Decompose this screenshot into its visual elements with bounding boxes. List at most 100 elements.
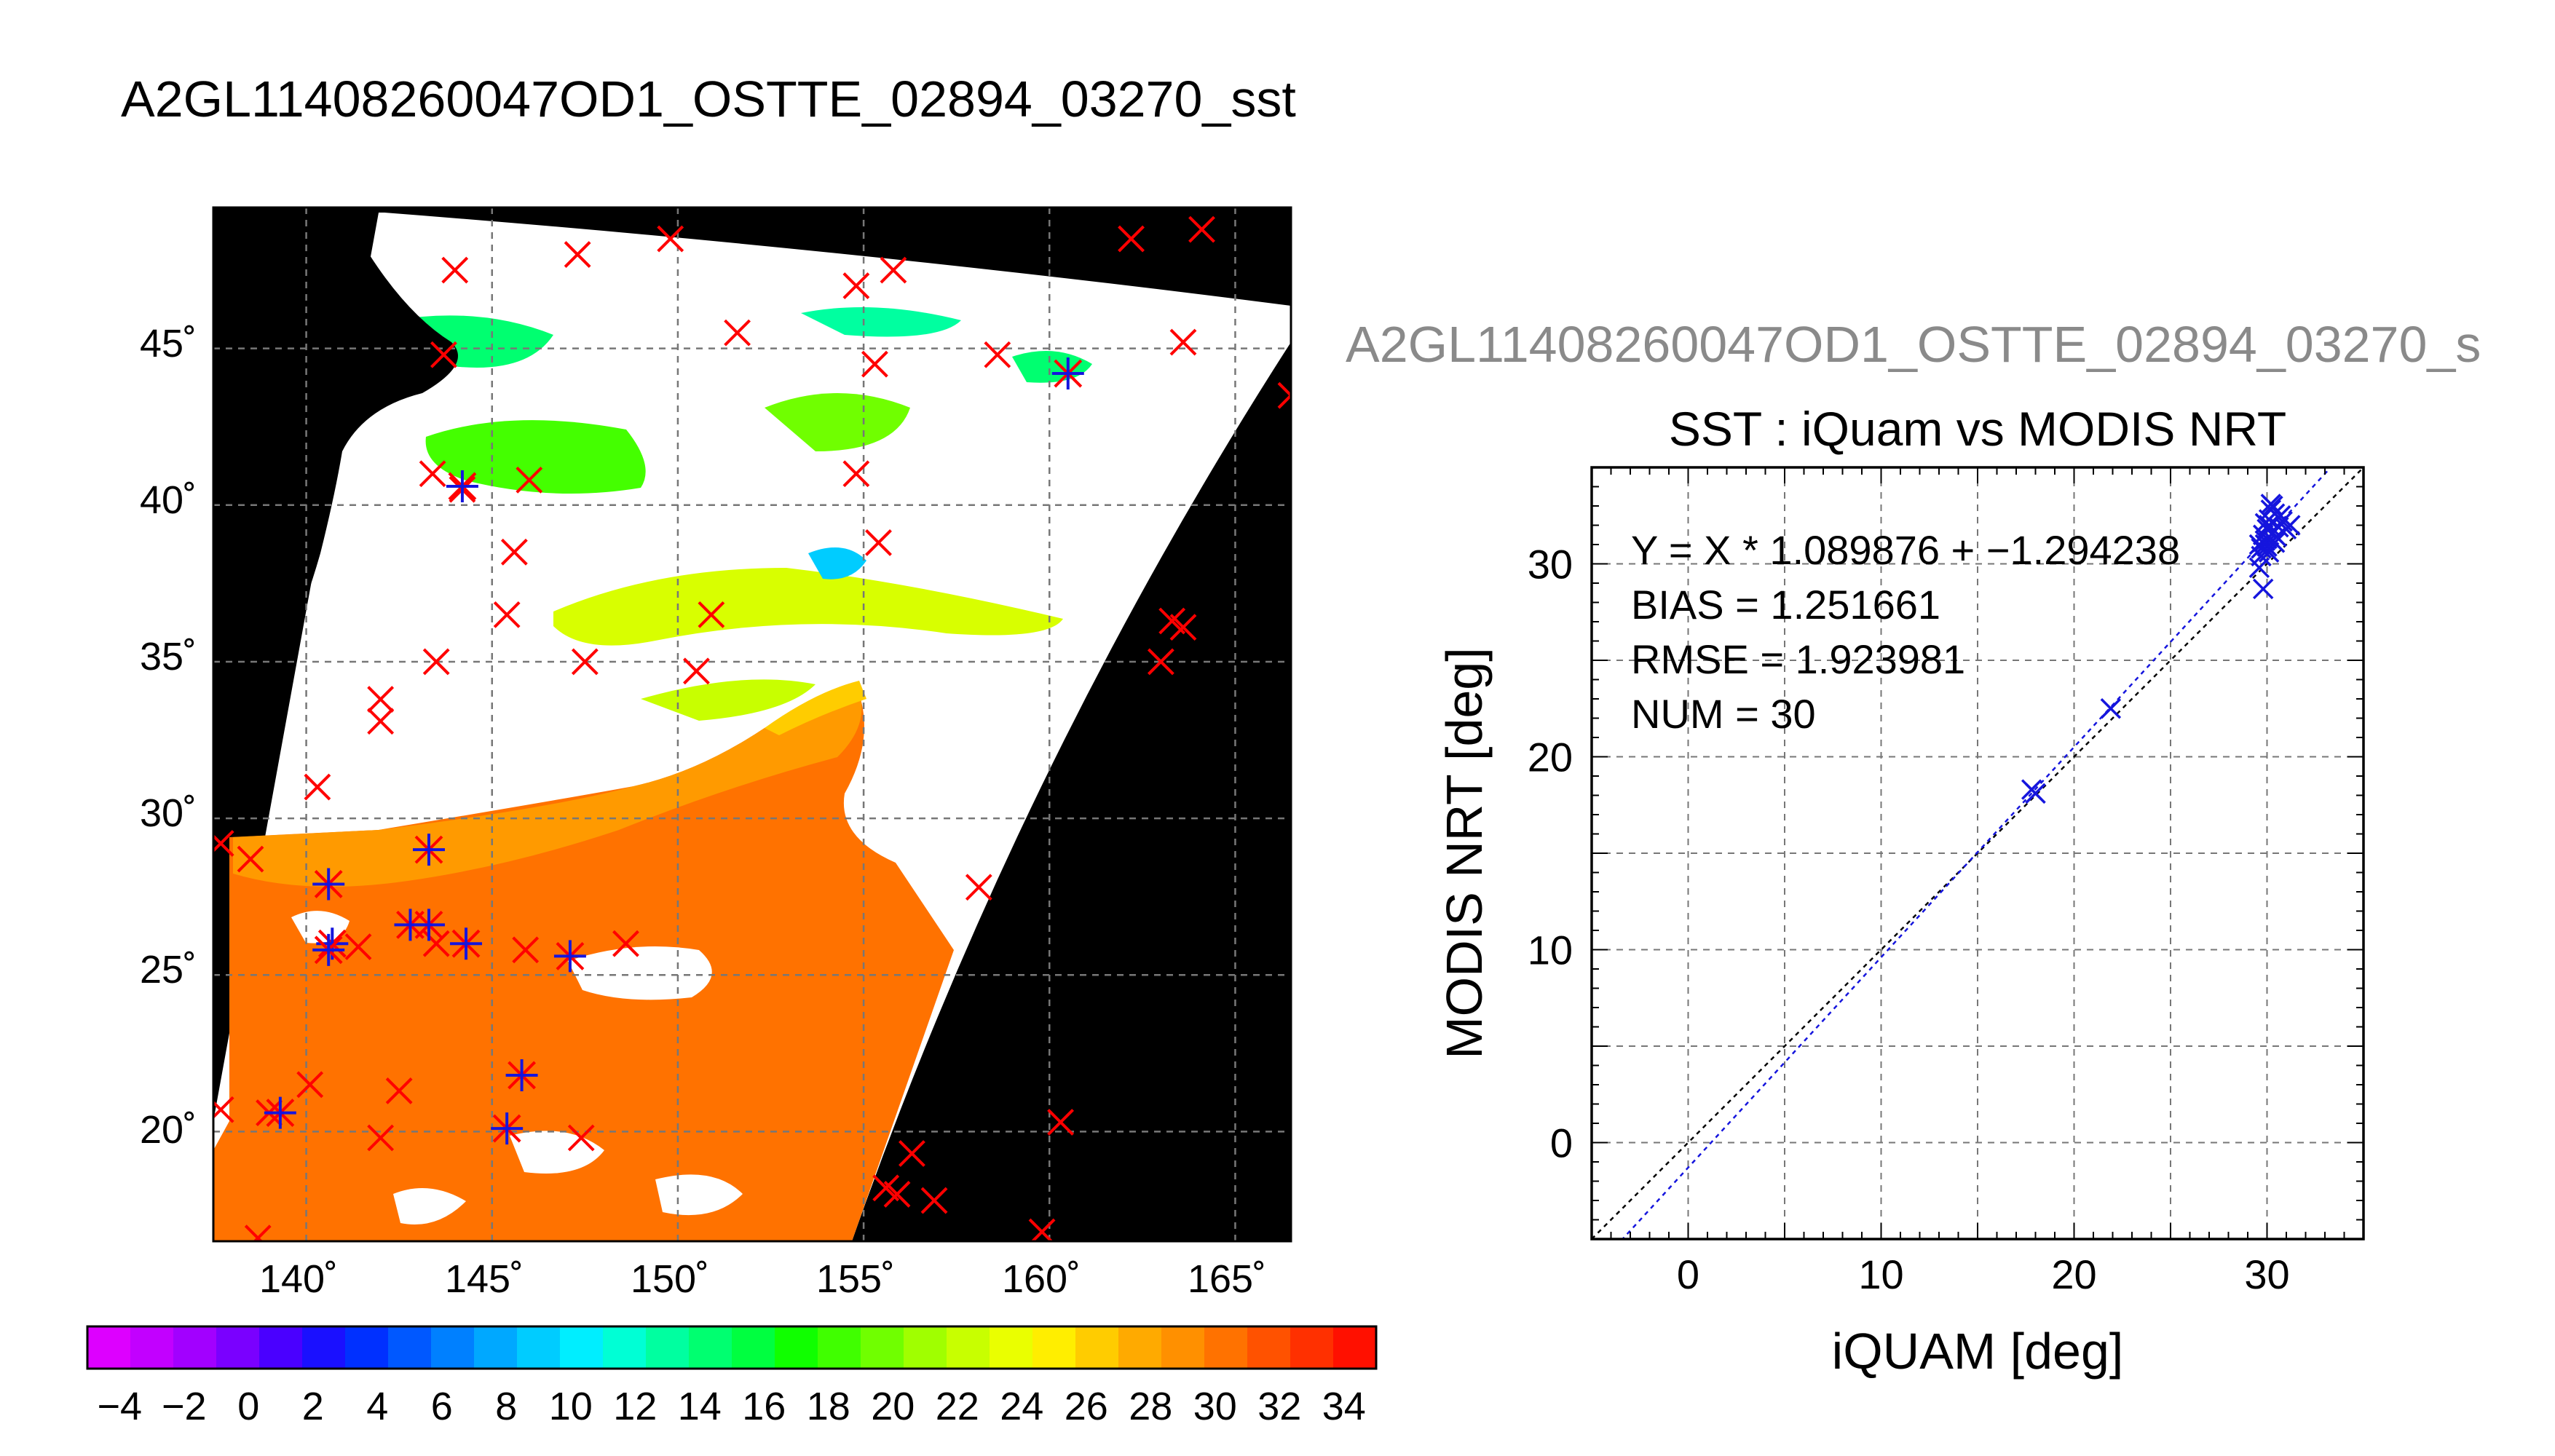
scatter-point	[2100, 698, 2122, 719]
map-marker-x	[296, 1071, 324, 1099]
map-marker-x	[441, 256, 469, 284]
colorbar-segment	[302, 1326, 346, 1369]
colorbar-label: 14	[678, 1385, 722, 1428]
colorbar-label: 26	[1065, 1385, 1108, 1428]
map-marker-star	[264, 1096, 296, 1129]
bias-value: BIAS = 1.251661	[1631, 582, 1940, 628]
map-marker-x	[419, 460, 446, 488]
colorbar-segment	[130, 1326, 174, 1369]
map-frame	[212, 206, 1292, 1243]
colorbar: −4 −2 0 2 4 6 8 10 12 14 16 18 20 22 24 26 28 30 32 34	[86, 1325, 1378, 1428]
map-marker-x	[244, 1224, 272, 1241]
sst-field-green	[425, 420, 646, 494]
scatter-title: SST : iQuam vs MODIS NRT	[1669, 402, 2286, 456]
rmse-value: RMSE = 1.923981	[1631, 636, 1965, 682]
colorbar-segment	[259, 1326, 303, 1369]
map-marker-x	[237, 845, 264, 873]
scatter-points	[2021, 494, 2301, 804]
map-marker-star	[450, 927, 483, 960]
colorbar-segment	[1204, 1326, 1248, 1369]
map-marker-x	[1047, 1109, 1075, 1136]
sst-field-yellow-band	[765, 681, 866, 735]
colorbar-segment	[560, 1326, 604, 1369]
map-marker-x	[920, 1187, 948, 1214]
sst-field-yellow	[553, 568, 1063, 646]
map-marker-x	[880, 256, 907, 284]
map-marker-x	[1188, 215, 1215, 243]
scatter-xtick-label: 30	[2244, 1251, 2289, 1297]
map-marker-x	[1169, 328, 1197, 356]
colorbar-segment	[1290, 1326, 1334, 1369]
map-lon-tick-label: 160˚	[1002, 1257, 1081, 1301]
scatter-point	[2260, 494, 2282, 515]
colorbar-segment	[990, 1326, 1033, 1369]
sst-field-warm-north	[233, 684, 862, 887]
map-marker-x	[861, 350, 888, 378]
map-marker-x	[385, 1077, 413, 1104]
map-marker-x	[367, 708, 395, 735]
map-marker-x	[500, 538, 528, 566]
colorbar-segment	[216, 1326, 260, 1369]
colorbar-segment	[775, 1326, 818, 1369]
scatter-grid	[1592, 467, 2364, 1239]
colorbar-segment	[732, 1326, 775, 1369]
scatter-point	[2258, 542, 2280, 563]
map-marker-x	[1169, 614, 1197, 641]
map-marker-x	[683, 657, 710, 685]
map-marker-x	[1028, 1218, 1056, 1241]
scatter-ytick-label: 30	[1528, 542, 1573, 587]
colorbar-segment	[1247, 1326, 1291, 1369]
map-markers-red	[213, 215, 1291, 1241]
cloud-patch	[568, 946, 712, 1000]
map-marker-x	[842, 272, 870, 299]
scatter-point	[2280, 515, 2301, 536]
fit-line	[1621, 467, 2332, 1239]
colorbar-segment	[1032, 1326, 1076, 1369]
map-lat-tick-label: 25˚	[140, 948, 197, 992]
map-lon-tick-label: 165˚	[1188, 1257, 1266, 1301]
map-lat-tick-label: 30˚	[140, 791, 197, 835]
map-marker-x	[430, 341, 457, 368]
scatter-xtick-label: 0	[1677, 1251, 1699, 1297]
scatter-point	[2025, 783, 2046, 804]
colorbar-label: 2	[302, 1385, 324, 1428]
map-lon-tick-label: 140˚	[259, 1257, 338, 1301]
scatter-xlabel: iQUAM [deg]	[1832, 1323, 2124, 1380]
sst-field-green	[801, 307, 961, 337]
colorbar-segment	[861, 1326, 904, 1369]
colorbar-segment	[431, 1326, 475, 1369]
colorbar-label: 16	[742, 1385, 786, 1428]
colorbar-segment	[1333, 1326, 1377, 1369]
cloud-patch	[510, 1131, 604, 1174]
colorbar-segments	[87, 1326, 1377, 1369]
map-marker-x	[512, 936, 540, 964]
map-grid-lat	[213, 347, 1291, 1133]
colorbar-label: 20	[871, 1385, 915, 1428]
colorbar-segment	[646, 1326, 690, 1369]
scatter-point	[2252, 578, 2274, 600]
colorbar-segment	[474, 1326, 518, 1369]
scatter-point	[2254, 513, 2276, 534]
scatter-ytick-label: 0	[1550, 1120, 1573, 1166]
colorbar-label: 12	[613, 1385, 657, 1428]
map-lat-tick-label: 20˚	[140, 1108, 197, 1152]
map-marker-star	[491, 1112, 524, 1145]
colorbar-frame	[86, 1325, 1378, 1370]
map-lon-tick-label: 155˚	[816, 1257, 895, 1301]
colorbar-label: 22	[936, 1385, 979, 1428]
sst-field-green	[765, 393, 910, 451]
colorbar-segment	[947, 1326, 990, 1369]
map-marker-x	[564, 241, 591, 268]
map-marker-x	[367, 686, 395, 713]
scatter-panel: A2GL11408260047OD1_OSTTE_02894_03270_s S…	[1346, 316, 2481, 1380]
scatter-ylabel: MODIS NRT [deg]	[1436, 647, 1493, 1059]
map-marker-star	[446, 470, 478, 502]
scatter-ticks	[1591, 467, 2364, 1240]
colorbar-label: 6	[431, 1385, 453, 1428]
map-marker-star	[312, 868, 345, 901]
map-marker-x	[516, 466, 543, 494]
scatter-subtitle: A2GL11408260047OD1_OSTTE_02894_03270_s	[1346, 316, 2481, 373]
map-marker-star	[553, 940, 586, 973]
map-lon-tick-label: 150˚	[631, 1257, 709, 1301]
